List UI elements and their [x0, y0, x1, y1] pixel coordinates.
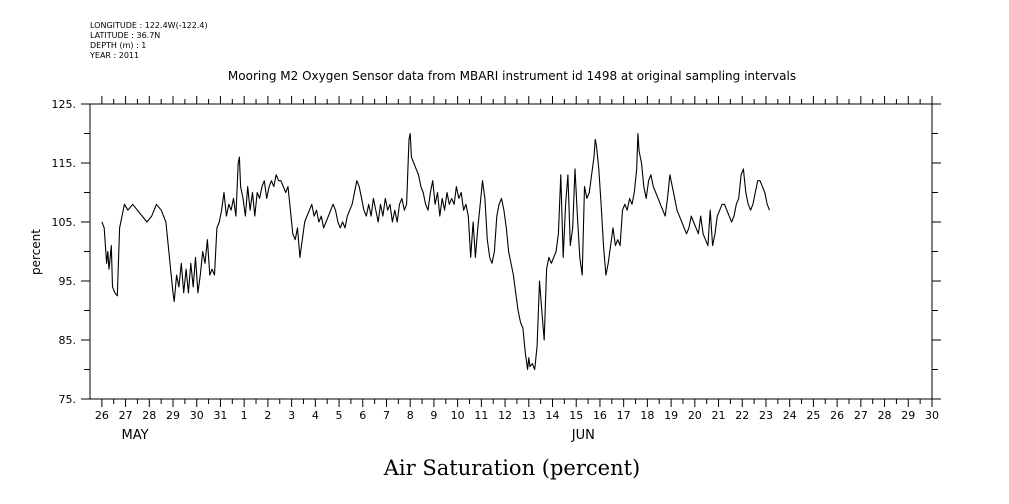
x-tick-label: 12	[498, 409, 512, 422]
x-tick-label: 26	[95, 409, 109, 422]
x-tick-label: 20	[688, 409, 702, 422]
x-tick-label: 3	[288, 409, 295, 422]
x-tick-label: 22	[735, 409, 749, 422]
y-tick-label: 105.	[52, 216, 77, 229]
x-tick-label: 21	[712, 409, 726, 422]
x-tick-label: 5	[336, 409, 343, 422]
x-tick-label: 6	[359, 409, 366, 422]
x-tick-label: 15	[569, 409, 583, 422]
series-line	[101, 132, 771, 371]
x-tick-label: 10	[451, 409, 465, 422]
x-tick-label: 27	[119, 409, 133, 422]
x-tick-label: 11	[474, 409, 488, 422]
x-axis-label: Air Saturation (percent)	[383, 456, 640, 480]
x-tick-label: 31	[213, 409, 227, 422]
plot-frame	[89, 103, 933, 400]
x-tick-label: 1	[241, 409, 248, 422]
x-tick-label: 2	[264, 409, 271, 422]
x-tick-label: 17	[617, 409, 631, 422]
month-label: JUN	[571, 428, 595, 443]
x-axis: 26 27 28 29 30 31 1 2 3 4 5 6 7 8 9 10 11 12 13 14 15 16 17 18 1…	[95, 96, 939, 443]
y-tick-label: 125.	[52, 98, 77, 111]
x-tick-label: 29	[901, 409, 915, 422]
x-tick-label: 25	[806, 409, 820, 422]
x-tick-label: 29	[166, 409, 180, 422]
x-tick-label: 27	[854, 409, 868, 422]
metadata-year: YEAR : 2011	[90, 51, 140, 60]
x-tick-label: 4	[312, 409, 319, 422]
metadata-block: LONGITUDE : 122.4W(-122.4) LATITUDE : 36…	[90, 21, 208, 61]
y-axis: 125. 115. 105. 95. 85. 75.	[52, 98, 941, 406]
x-tick-label: 14	[546, 409, 560, 422]
chart-title: Mooring M2 Oxygen Sensor data from MBARI…	[228, 69, 796, 83]
x-tick-label: 16	[593, 409, 607, 422]
month-label: MAY	[122, 428, 149, 443]
y-tick-label: 85.	[59, 334, 77, 347]
x-tick-label: 18	[640, 409, 654, 422]
x-tick-label: 30	[190, 409, 204, 422]
x-tick-label: 7	[383, 409, 390, 422]
x-tick-label: 13	[522, 409, 536, 422]
metadata-depth: DEPTH (m) : 1	[90, 41, 147, 50]
x-tick-label: 30	[925, 409, 939, 422]
x-tick-label: 23	[759, 409, 773, 422]
x-tick-label: 8	[407, 409, 414, 422]
y-tick-label: 75.	[59, 393, 77, 406]
x-tick-label: 9	[430, 409, 437, 422]
y-axis-label: percent	[29, 229, 43, 275]
x-tick-label: 19	[664, 409, 678, 422]
x-tick-label: 28	[878, 409, 892, 422]
x-tick-label: 26	[830, 409, 844, 422]
y-tick-label: 115.	[52, 157, 77, 170]
y-tick-label: 95.	[59, 275, 77, 288]
x-tick-label: 24	[783, 409, 797, 422]
metadata-latitude: LATITUDE : 36.7N	[90, 31, 161, 40]
x-tick-label: 28	[142, 409, 156, 422]
metadata-longitude: LONGITUDE : 122.4W(-122.4)	[90, 21, 208, 30]
